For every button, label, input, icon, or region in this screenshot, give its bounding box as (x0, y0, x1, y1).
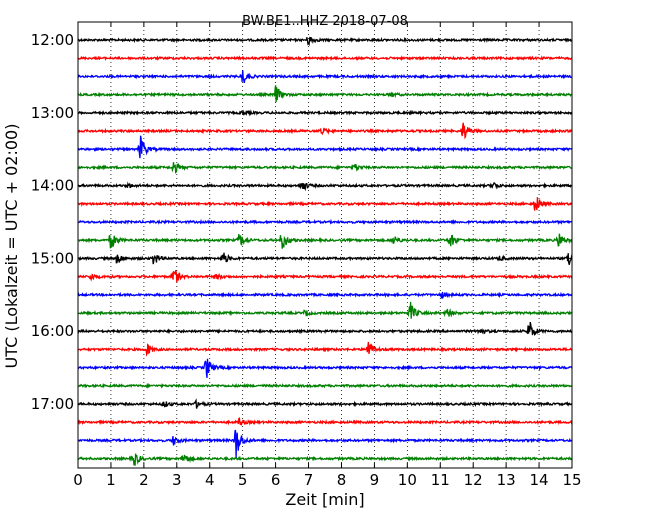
trace-1630 (77, 358, 573, 378)
trace-1330 (77, 135, 573, 159)
trace-1545 (77, 301, 573, 319)
trace-1730 (77, 429, 573, 459)
grid-lines (110, 22, 540, 468)
trace-1315 (77, 122, 573, 140)
y-tick-label: 13:00 (31, 104, 74, 122)
trace-1345 (77, 162, 573, 174)
x-tick-label: 12 (464, 471, 483, 489)
trace-1200 (77, 36, 573, 47)
trace-1430 (77, 218, 573, 226)
trace-1645 (77, 382, 573, 389)
y-tick-label: 17:00 (31, 395, 74, 413)
trace-1715 (77, 417, 573, 427)
x-tick-label: 10 (398, 471, 417, 489)
trace-1745 (77, 453, 573, 466)
trace-1500 (77, 252, 573, 265)
trace-1400 (77, 181, 573, 192)
y-tick-label: 12:00 (31, 31, 74, 49)
x-tick-label: 13 (497, 471, 516, 489)
trace-1615 (77, 341, 573, 357)
seismic-traces (77, 36, 573, 466)
x-tick-label: 11 (431, 471, 450, 489)
y-tick-label: 15:00 (31, 249, 74, 267)
x-tick-label: 15 (562, 471, 581, 489)
trace-1445 (77, 233, 573, 249)
trace-1700 (77, 398, 573, 409)
trace-1245 (77, 85, 573, 103)
x-tick-label: 8 (337, 471, 347, 489)
x-tick-label: 0 (73, 471, 83, 489)
x-tick-label: 1 (106, 471, 116, 489)
trace-1415 (77, 197, 573, 211)
trace-1530 (77, 291, 573, 300)
y-tick-label: 14:00 (31, 177, 74, 195)
plot-frame (77, 21, 573, 469)
x-tick-label: 7 (304, 471, 314, 489)
x-tick-label: 6 (271, 471, 281, 489)
trace-1300 (77, 109, 573, 117)
y-tick-label: 16:00 (31, 322, 74, 340)
trace-1215 (77, 55, 573, 62)
y-axis-label: UTC (Lokalzeit = UTC + 02:00) (2, 124, 21, 369)
x-tick-label: 5 (238, 471, 248, 489)
x-tick-label: 3 (172, 471, 182, 489)
trace-1230 (77, 69, 573, 84)
trace-1600 (77, 321, 573, 336)
y-axis-ticks: 12:00 13:00 14:00 15:00 16:00 17:00 (31, 31, 572, 413)
x-tick-label: 2 (139, 471, 149, 489)
x-tick-label: 14 (530, 471, 549, 489)
x-axis-ticks: 0 1 2 3 4 5 6 7 8 9 10 11 12 13 14 15 (73, 22, 582, 489)
x-tick-label: 4 (205, 471, 215, 489)
x-tick-label: 9 (370, 471, 380, 489)
x-axis-label: Zeit [min] (285, 490, 364, 509)
trace-1515 (77, 270, 573, 283)
